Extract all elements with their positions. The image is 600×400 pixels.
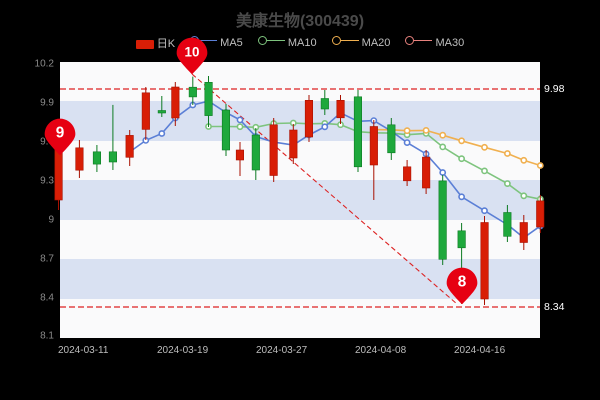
svg-text:9: 9 (56, 124, 65, 141)
svg-text:8: 8 (457, 273, 466, 290)
svg-text:10: 10 (185, 44, 200, 59)
